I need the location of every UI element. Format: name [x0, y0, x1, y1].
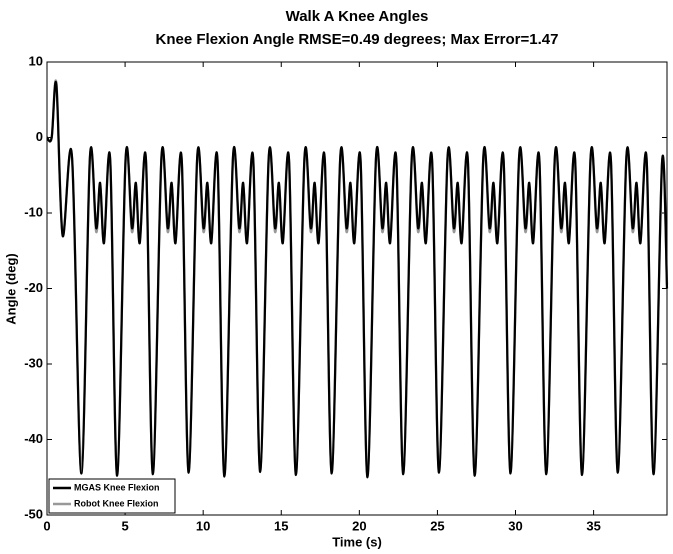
legend-label: MGAS Knee Flexion [74, 482, 160, 492]
data-line [45, 80, 669, 479]
y-tick-label: -10 [24, 204, 43, 219]
y-tick-label: -50 [24, 506, 43, 521]
x-tick-label: 25 [430, 518, 444, 533]
y-axis-label: Angle (deg) [3, 253, 18, 325]
plot-frame [46, 61, 668, 516]
x-tick-label: 35 [586, 518, 600, 533]
x-tick-label: 15 [274, 518, 288, 533]
y-tick-label: 0 [36, 129, 43, 144]
legend-label: Robot Knee Flexion [74, 498, 159, 508]
x-tick-label: 0 [43, 518, 50, 533]
x-tick-label: 30 [508, 518, 522, 533]
x-axis-label: Time (s) [332, 534, 382, 549]
x-tick-label: 5 [121, 518, 128, 533]
chart-title: Walk A Knee Angles [286, 8, 429, 25]
legend-box [48, 478, 176, 514]
chart-subtitle: Knee Flexion Angle RMSE=0.49 degrees; Ma… [156, 31, 559, 48]
x-tick-label: 10 [196, 518, 210, 533]
y-tick-label: -30 [24, 355, 43, 370]
x-tick-label: 20 [352, 518, 366, 533]
y-tick-label: 10 [29, 53, 43, 68]
y-tick-label: -20 [24, 280, 43, 295]
y-tick-label: -40 [24, 431, 43, 446]
data-line [45, 79, 669, 476]
